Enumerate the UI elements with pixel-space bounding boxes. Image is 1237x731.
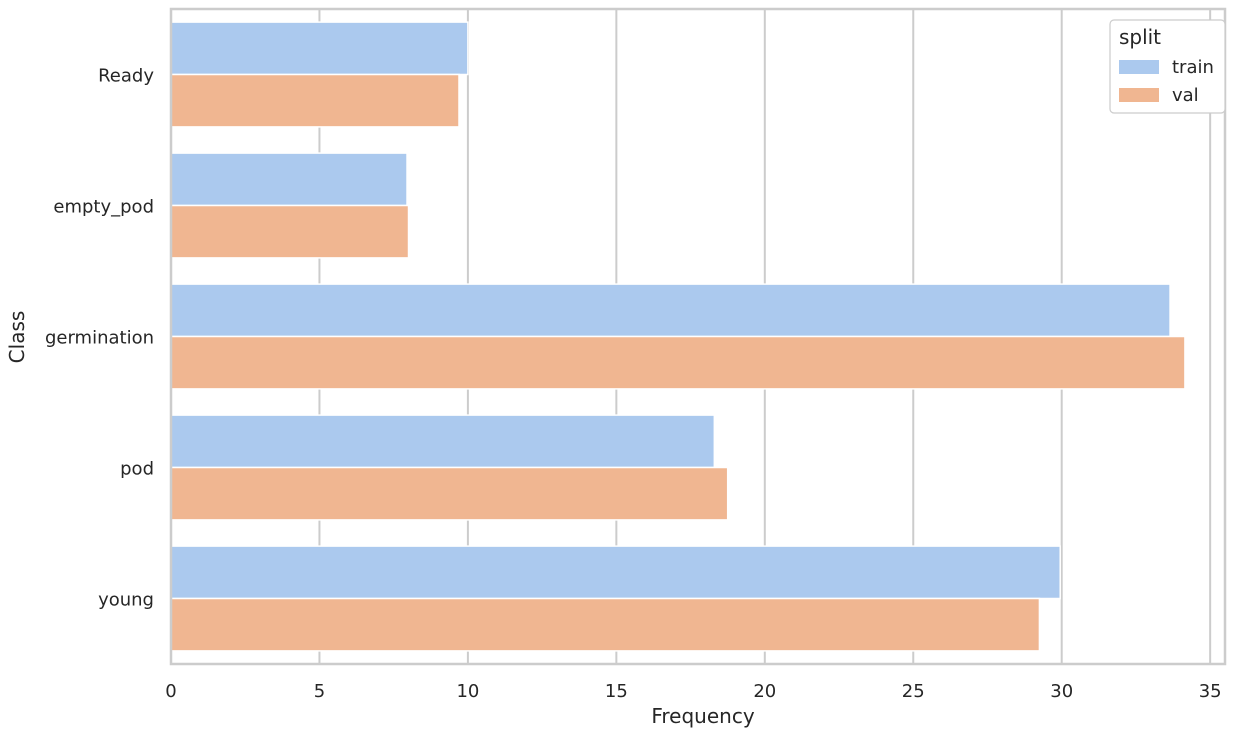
legend-swatch-train [1119, 60, 1159, 74]
x-tick-label: 0 [165, 681, 176, 702]
legend: split train val [1109, 19, 1226, 114]
legend-label-val: val [1172, 85, 1199, 106]
bar-val-germination [170, 335, 1186, 390]
bar-train-germination [170, 283, 1171, 338]
x-axis-label: Frequency [651, 704, 754, 728]
x-tick-label: 5 [314, 681, 325, 702]
y-tick-label: Ready [98, 66, 154, 87]
legend-swatch-val [1119, 88, 1159, 102]
x-tick-label: 15 [605, 681, 628, 702]
y-tick-label: germination [45, 328, 154, 349]
bars [170, 21, 1186, 652]
x-tick-label: 30 [1050, 681, 1073, 702]
bar-val-pod [170, 466, 729, 521]
bar-val-empty_pod [170, 204, 410, 259]
legend-title: split [1119, 25, 1161, 49]
y-axis-label: Class [5, 311, 29, 364]
x-tick-label: 35 [1199, 681, 1222, 702]
bar-train-pod [170, 414, 716, 469]
x-tick-label: 10 [456, 681, 479, 702]
legend-label-train: train [1172, 57, 1214, 78]
y-tick-label: empty_pod [53, 197, 154, 218]
bar-train-Ready [170, 21, 469, 76]
bar-train-empty_pod [170, 152, 408, 207]
bar-val-young [170, 597, 1041, 652]
bar-val-Ready [170, 73, 460, 128]
x-tick-label: 20 [753, 681, 776, 702]
plot-frame [169, 7, 1227, 666]
y-tick-label: pod [120, 459, 154, 480]
x-tick-labels: 0 5 10 15 20 25 30 35 [165, 681, 1221, 702]
y-tick-label: young [98, 590, 154, 611]
x-tick-label: 25 [902, 681, 925, 702]
y-tick-labels: Ready empty_pod germination pod young [45, 66, 154, 611]
bar-train-young [170, 545, 1061, 600]
